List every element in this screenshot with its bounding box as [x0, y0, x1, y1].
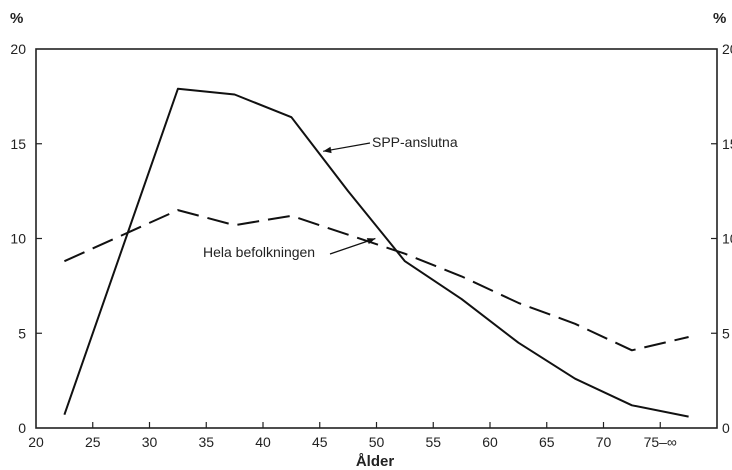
- y-tick-label-right: 20: [722, 41, 732, 57]
- x-tick-label: 50: [369, 434, 385, 450]
- x-tick-label: 40: [255, 434, 271, 450]
- y-tick-label-left: 15: [10, 136, 26, 152]
- y-tick-label-left: 20: [10, 41, 26, 57]
- y-tick-label-left: 10: [10, 231, 26, 247]
- annotation-label: SPP-anslutna: [372, 134, 458, 150]
- y-tick-label-right: 0: [722, 420, 730, 436]
- series-line-hela-befolkningen: [63, 209, 689, 352]
- y-tick-label-right: 10: [722, 231, 732, 247]
- y-tick-label-right: 5: [722, 325, 730, 341]
- series-layer: [63, 87, 689, 418]
- annotation-arrowhead: [323, 146, 332, 154]
- annotation-layer: SPP-anslutna Hela befolkningen: [203, 134, 458, 260]
- x-tick-label: 25: [85, 434, 101, 450]
- y-tick-label-right: 15: [722, 136, 732, 152]
- y-axis-left: 0 5 10 15 20: [10, 41, 42, 436]
- x-tick-label: 30: [142, 434, 158, 450]
- y-axis-left-unit: %: [10, 10, 23, 27]
- x-axis: 20 25 30 35 40 45 50 55 60 65 70 75–∞: [28, 422, 677, 450]
- annotation-label: Hela befolkningen: [203, 244, 315, 260]
- x-tick-label: 60: [482, 434, 498, 450]
- y-axis-right: 0 5 10 15 20: [711, 41, 732, 436]
- x-tick-label: 20: [28, 434, 44, 450]
- y-axis-right-unit: %: [713, 10, 726, 27]
- x-tick-label: 35: [198, 434, 214, 450]
- y-tick-label-left: 5: [18, 325, 26, 341]
- plot-frame: [35, 48, 718, 429]
- annotation-arrowhead: [366, 238, 376, 245]
- x-tick-label: 45: [312, 434, 328, 450]
- x-tick-label: 65: [539, 434, 555, 450]
- x-tick-label: 70: [596, 434, 612, 450]
- x-tick-label: 55: [425, 434, 441, 450]
- y-tick-label-left: 0: [18, 420, 26, 436]
- x-axis-title: Ålder: [356, 453, 395, 470]
- series-line-spp-anslutna: [63, 87, 689, 418]
- x-tick-label: 75–∞: [644, 434, 677, 450]
